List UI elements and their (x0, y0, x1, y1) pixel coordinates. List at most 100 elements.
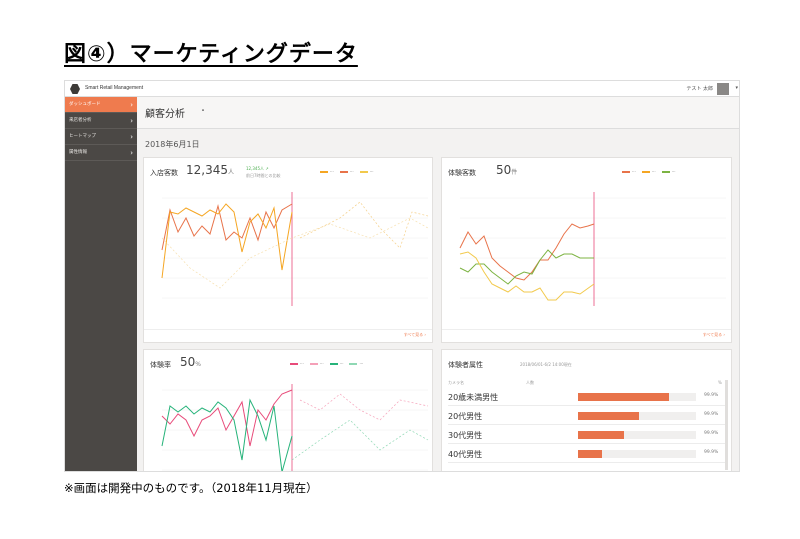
sidebar-item-visitor-analysis[interactable]: 来店者分析 › (65, 113, 137, 129)
page-title: 顧客分析 (145, 109, 185, 120)
trial-rate-card: 体験率 50% ··· ··· ··· ··· (143, 349, 433, 471)
visitor-count: 12,345人 (186, 163, 234, 177)
attribute-pct: 99.9% (704, 450, 719, 455)
column-header-camera: カメラ名 (448, 380, 464, 385)
card-footer (144, 329, 432, 330)
chart-legend: ··· ··· ··· ··· (290, 361, 363, 366)
attribute-row[interactable]: 40代男性 99.9% (448, 445, 728, 463)
attribute-bar-fill (578, 431, 625, 439)
legend-item: ··· (359, 169, 373, 174)
see-all-link[interactable]: すべて見る › (702, 332, 725, 337)
see-all-label: すべて見る (403, 332, 424, 337)
trial-rate-value: 50 (180, 355, 196, 369)
card-title: 入店客数 (150, 169, 178, 177)
chart-legend: ··· ··· ··· (320, 169, 373, 174)
trial-line-chart (459, 192, 726, 306)
legend-item: ··· (349, 361, 363, 366)
series-line (161, 203, 293, 251)
visitor-count-value: 12,345 (186, 163, 228, 177)
series-line (161, 203, 293, 279)
sidebar-item-dashboard[interactable]: ダッシュボード › (65, 97, 137, 113)
chevron-down-icon[interactable]: ▾ (735, 85, 738, 91)
series-line (459, 249, 594, 285)
chart-legend: ··· ··· ··· (622, 169, 675, 174)
trial-rate: 50% (180, 355, 201, 369)
app-header: Smart Retail Management テスト 太郎 ▾ (65, 81, 739, 97)
trial-count-value: 50 (496, 163, 512, 177)
card-title: 体験率 (150, 361, 171, 369)
attribute-label: 20代男性 (448, 412, 483, 421)
scrollbar[interactable] (725, 380, 728, 470)
app-screenshot: Smart Retail Management テスト 太郎 ▾ ダッシュボード… (64, 80, 740, 472)
forecast-line (161, 217, 429, 289)
attribute-bar-fill (578, 450, 602, 458)
page-title-marker: ・ (199, 106, 207, 115)
attribute-bar-track (578, 431, 696, 439)
see-all-link[interactable]: すべて見る › (403, 332, 426, 337)
chevron-right-icon: › (130, 149, 133, 157)
legend-item: ··· (622, 169, 636, 174)
series-line (161, 398, 293, 471)
series-line (459, 251, 595, 301)
legend-item: ··· (339, 169, 354, 174)
user-name[interactable]: テスト 太郎 (686, 86, 713, 92)
trial-count-unit: 件 (511, 169, 518, 176)
slide-title: 図④）マーケティングデータ (64, 42, 358, 67)
visitors-line-chart (161, 192, 429, 306)
forecast-line (299, 201, 429, 249)
app-name: Smart Retail Management (85, 85, 144, 91)
sidebar: ダッシュボード › 来店者分析 › ヒートマップ › 属性情報 › (65, 97, 137, 471)
legend-item: ··· (329, 361, 343, 366)
legend-item: ··· (661, 169, 675, 174)
sidebar-item-label: 属性情報 (69, 150, 87, 155)
visitor-count-unit: 人 (228, 169, 235, 176)
attribute-label: 30代男性 (448, 431, 483, 440)
attribute-pct: 99.9% (704, 412, 719, 417)
trial-count: 50件 (496, 163, 517, 177)
trial-rate-unit: % (195, 361, 201, 368)
visitor-delta: 12,345人 ↗ (246, 166, 269, 171)
chevron-right-icon: › (130, 117, 133, 125)
visitors-card: 入店客数 12,345人 12,345人 ↗ 前日7時間との比較 ··· ···… (143, 157, 433, 343)
card-title: 体験者属性 (448, 361, 483, 369)
attribute-pct: 99.9% (704, 431, 719, 436)
see-all-label: すべて見る (702, 332, 723, 337)
attribute-label: 20歳未満男性 (448, 393, 499, 402)
card-footer (442, 329, 731, 330)
attribute-bar-fill (578, 393, 669, 401)
chevron-right-icon: › (130, 101, 133, 109)
attribute-bar-track (578, 412, 696, 420)
forecast-line (299, 393, 429, 421)
sidebar-item-label: ダッシュボード (69, 102, 101, 107)
legend-item: ··· (320, 169, 334, 174)
hexagon-logo-icon (70, 84, 80, 94)
attribute-pct: 99.9% (704, 393, 719, 398)
column-header-pct: % (718, 380, 722, 385)
legend-item: ··· (309, 361, 324, 366)
trial-count-card: 体験客数 50件 ··· ··· ··· すべて見る › (441, 157, 732, 343)
attributes-period: 2018/06/01-6/2 14:00現在 (520, 362, 572, 367)
trial-rate-line-chart (161, 384, 429, 471)
attribute-bar-track (578, 450, 696, 458)
attribute-row[interactable]: 30代男性 99.9% (448, 426, 728, 444)
attribute-bar-track (578, 393, 696, 401)
sidebar-item-attributes[interactable]: 属性情報 › (65, 145, 137, 161)
legend-item: ··· (290, 361, 304, 366)
attribute-row[interactable]: 20歳未満男性 99.9% (448, 388, 728, 406)
attribute-row[interactable]: 20代男性 99.9% (448, 407, 728, 425)
attribute-bar-fill (578, 412, 640, 420)
card-title: 体験客数 (448, 169, 476, 177)
sidebar-item-heatmap[interactable]: ヒートマップ › (65, 129, 137, 145)
sidebar-item-label: ヒートマップ (69, 134, 96, 139)
forecast-line (291, 419, 429, 461)
chevron-right-icon: › (130, 133, 133, 141)
attribute-label: 40代男性 (448, 450, 483, 459)
avatar[interactable] (717, 83, 729, 95)
series-line (161, 389, 293, 447)
footnote: ※画面は開発中のものです。（2018年11月現在） (64, 481, 318, 495)
visitor-delta-note: 前日7時間との比較 (246, 173, 281, 178)
column-header-count: 人数 (526, 380, 534, 385)
series-line (459, 223, 595, 281)
date-label: 2018年6月1日 (145, 140, 200, 149)
attributes-card: 体験者属性 2018/06/01-6/2 14:00現在 カメラ名 人数 % 2… (441, 349, 732, 471)
